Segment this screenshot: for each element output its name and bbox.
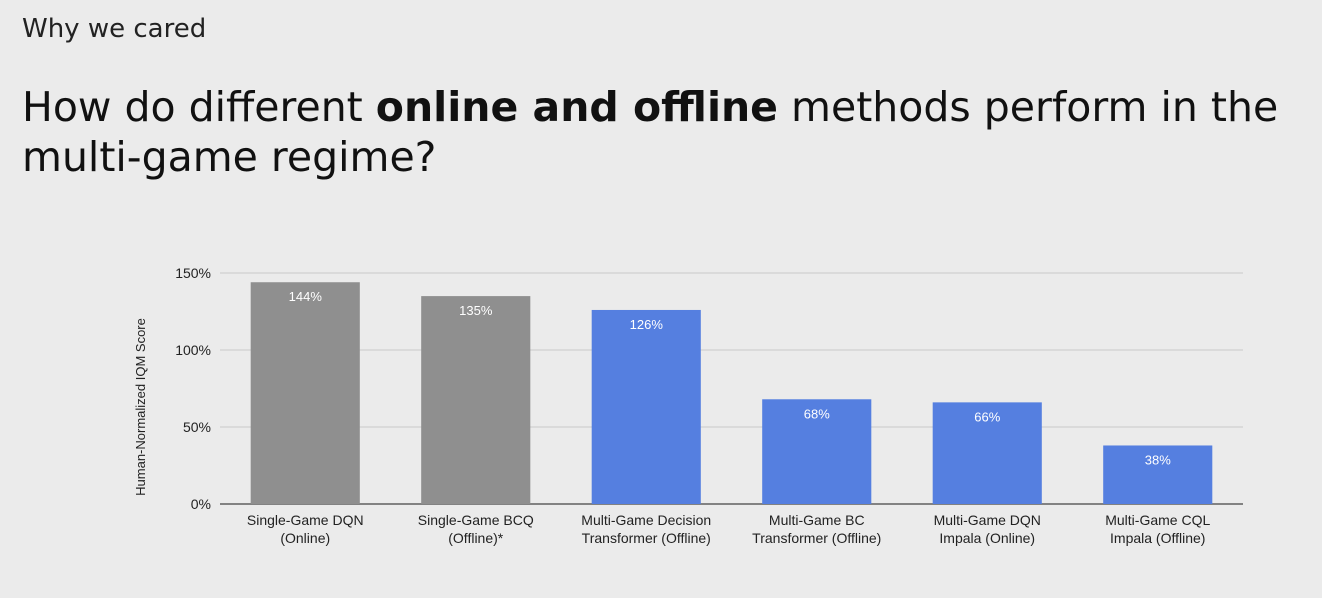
category-label: Multi-Game BC <box>769 512 865 528</box>
data-label: 38% <box>1145 452 1171 467</box>
category-label: Multi-Game Decision <box>581 512 711 528</box>
label-layer: 0% 50% 100% 150% 144% Single-Game DQN (Online)… <box>175 265 1210 546</box>
category-label: Multi-Game DQN <box>934 512 1041 528</box>
bar <box>1103 445 1213 504</box>
title-suffix: methods perform in the multi-game regime… <box>22 83 1279 181</box>
y-tick-label: 100% <box>175 342 211 358</box>
category-label: Multi-Game CQL <box>1105 512 1210 528</box>
bar <box>421 296 531 504</box>
data-label: 66% <box>974 409 1000 424</box>
data-label: 126% <box>630 317 664 332</box>
category-label: (Online) <box>280 530 330 546</box>
y-tick-label: 0% <box>191 496 211 512</box>
category-label: Transformer (Offline) <box>582 530 711 546</box>
bar <box>932 402 1042 504</box>
title-emphasis: online and offline <box>375 83 778 131</box>
category-label: Impala (Offline) <box>1110 530 1205 546</box>
bar <box>591 309 701 504</box>
category-label: Single-Game DQN <box>247 512 364 528</box>
bar-layer <box>250 282 1213 504</box>
category-label: Impala (Online) <box>939 530 1035 546</box>
bar <box>762 399 872 504</box>
y-axis-title: Human-Normalized IQM Score <box>133 318 148 496</box>
category-label: (Offline)* <box>448 530 504 546</box>
section-label: Why we cared <box>22 14 207 44</box>
title-prefix: How do different <box>22 83 376 131</box>
bar <box>250 282 360 504</box>
category-label: Transformer (Offline) <box>752 530 881 546</box>
slide-title: How do different online and offline meth… <box>22 82 1292 182</box>
y-tick-label: 150% <box>175 265 211 281</box>
y-tick-label: 50% <box>183 419 211 435</box>
data-label: 68% <box>804 406 830 421</box>
data-label: 144% <box>289 289 323 304</box>
category-label: Single-Game BCQ <box>418 512 534 528</box>
data-label: 135% <box>459 303 493 318</box>
grid-layer <box>220 272 1243 505</box>
